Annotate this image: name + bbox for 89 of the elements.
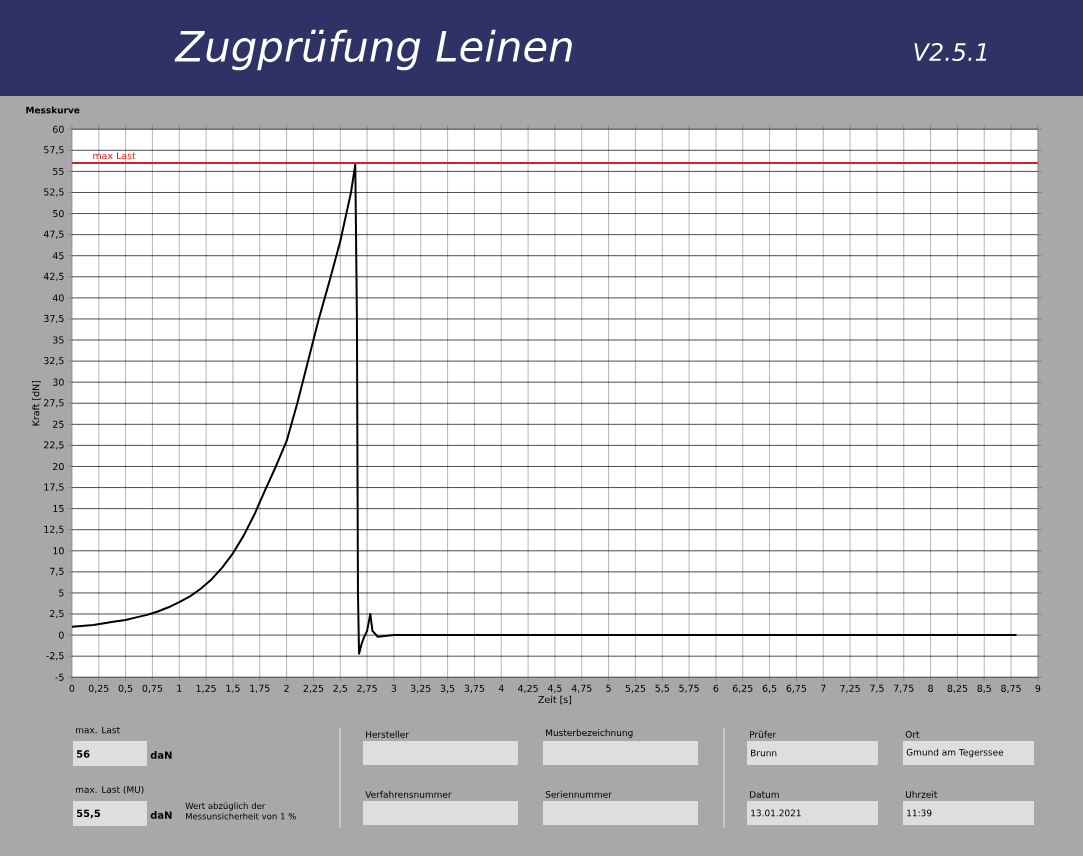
x-tick-label: 0,5: [118, 684, 133, 693]
y-tick-label: 22,5: [44, 441, 64, 450]
x-tick-label: 5,5: [655, 684, 669, 693]
text: Wert abzüglich der Messunsicherheit von 1 %: [185, 802, 296, 820]
y-tick-label: 42,5: [43, 272, 64, 281]
x-tick-label: 1,5: [226, 684, 240, 693]
x-tick-label: 2: [284, 684, 289, 692]
text: daN: [150, 751, 172, 759]
text: max. Last (MU): [76, 785, 144, 794]
chart-title: Zugprüfung Leinen: [174, 29, 572, 71]
text: 56: [76, 750, 90, 758]
y-tick-label: 45: [52, 252, 64, 260]
y-tick-label: 0: [59, 631, 64, 639]
text: Uhrzeit: [905, 790, 938, 798]
y-axis-title: Kraft [dN]: [32, 380, 41, 426]
x-tick-label: 2,75: [357, 684, 377, 693]
text: Hersteller: [366, 730, 410, 738]
x-tick-label: 8: [928, 684, 933, 692]
text: Verfahrensnummer: [365, 790, 452, 798]
x-tick-label: 8,75: [1001, 684, 1021, 693]
y-tick-label: 47,5: [43, 230, 64, 239]
x-tick-label: 0: [69, 684, 75, 692]
x-tick-label: 6,5: [762, 684, 777, 693]
text: 11:39: [907, 809, 932, 817]
x-tick-label: 1: [177, 684, 182, 692]
x-tick-label: 4,75: [571, 684, 592, 693]
text: 13.01.2021: [751, 809, 801, 817]
x-tick-label: 7,25: [840, 684, 860, 693]
text: Brunn: [751, 749, 777, 757]
text: max. Last: [76, 726, 120, 734]
x-tick-label: 7,5: [870, 684, 884, 693]
x-tick-label: 5: [606, 684, 611, 692]
y-tick-label: 32,5: [44, 357, 64, 366]
y-tick-label: 12,5: [44, 525, 64, 534]
y-tick-label: 10: [53, 547, 64, 555]
x-tick-label: 5,25: [625, 684, 646, 693]
text: Musterbezeichnung: [546, 729, 633, 738]
text: V2.5.1: [914, 42, 987, 62]
y-tick-label: 2,5: [50, 609, 64, 619]
text: Ort: [905, 731, 920, 738]
y-tick-label: 35: [53, 336, 64, 344]
x-tick-label: 7: [821, 684, 826, 692]
x-tick-label: 3,75: [464, 684, 485, 693]
x-tick-label: 7,75: [893, 684, 914, 693]
x-tick-label: 2,5: [333, 684, 347, 693]
x-tick-label: 0,75: [142, 684, 163, 693]
y-tick-label: 15: [53, 505, 64, 513]
y-tick-label: 30: [53, 378, 64, 386]
y-tick-label: 20: [53, 462, 64, 471]
x-tick-label: 4: [498, 684, 504, 692]
y-tick-label: 50: [53, 209, 64, 218]
x-tick-label: 5,75: [679, 684, 699, 693]
text: 55,5: [76, 809, 101, 819]
y-tick-label: -2,5: [46, 652, 64, 661]
y-tick-label: 57,5: [44, 146, 64, 155]
y-tick-label: 27,5: [44, 399, 64, 408]
x-tick-label: 4,5: [547, 684, 562, 693]
x-tick-label: 6,25: [732, 684, 753, 693]
y-tick-label: 17,5: [44, 483, 64, 492]
y-tick-label: 55: [53, 167, 64, 175]
x-tick-label: 8,5: [977, 684, 991, 693]
chart-subtitle: Messkurve: [26, 106, 80, 114]
ref-line-label: max Last: [93, 152, 136, 160]
y-tick-label: -5: [55, 673, 64, 681]
x-tick-label: 3,25: [410, 684, 431, 693]
y-tick-label: 52,5: [44, 188, 64, 197]
text: daN: [150, 811, 172, 819]
x-tick-label: 4,25: [518, 684, 538, 693]
text: Prüfer: [750, 730, 777, 738]
x-tick-label: 3,5: [440, 684, 455, 693]
x-tick-label: 8,25: [947, 684, 968, 693]
y-tick-label: 40: [52, 294, 64, 302]
x-tick-label: 6,75: [786, 684, 807, 693]
x-tick-label: 6: [713, 684, 719, 692]
y-tick-label: 37,5: [44, 314, 64, 323]
x-tick-label: 0,25: [88, 684, 109, 693]
y-tick-label: 25: [53, 420, 64, 428]
x-tick-label: 3: [391, 684, 397, 692]
x-tick-label: 2,25: [303, 684, 324, 693]
y-tick-label: 7,5: [50, 567, 64, 576]
x-tick-label: 1,25: [196, 684, 216, 693]
y-tick-label: 5: [59, 589, 64, 597]
x-tick-label: 1,75: [250, 684, 270, 693]
text: Gmund am Tegerssee: [906, 748, 1004, 758]
x-axis-title: Zeit [s]: [538, 695, 572, 705]
y-tick-label: 60: [53, 125, 64, 133]
x-tick-label: 9: [1035, 684, 1041, 692]
text: Seriennummer: [545, 790, 612, 798]
text: Datum: [750, 791, 779, 798]
